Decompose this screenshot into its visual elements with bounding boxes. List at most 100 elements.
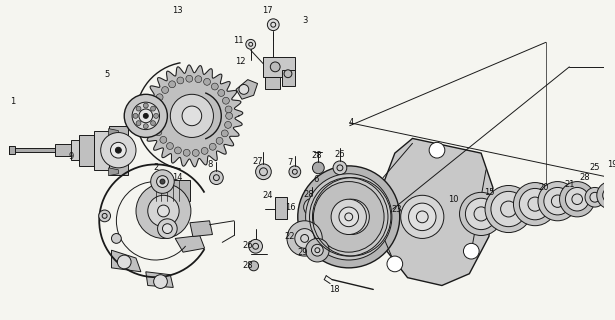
Polygon shape bbox=[55, 144, 71, 156]
Polygon shape bbox=[108, 126, 128, 175]
Circle shape bbox=[464, 243, 479, 259]
Polygon shape bbox=[71, 140, 79, 160]
Circle shape bbox=[298, 166, 400, 268]
Circle shape bbox=[224, 122, 231, 128]
Circle shape bbox=[246, 39, 256, 49]
Polygon shape bbox=[79, 134, 94, 166]
Circle shape bbox=[429, 142, 445, 158]
Circle shape bbox=[154, 275, 167, 288]
Circle shape bbox=[239, 84, 248, 94]
Circle shape bbox=[538, 181, 577, 221]
Text: 28: 28 bbox=[311, 151, 322, 160]
Circle shape bbox=[408, 203, 436, 231]
Text: 17: 17 bbox=[262, 6, 272, 15]
Circle shape bbox=[585, 188, 605, 207]
Circle shape bbox=[544, 188, 571, 215]
Circle shape bbox=[170, 94, 213, 138]
Polygon shape bbox=[276, 197, 287, 219]
Text: 28: 28 bbox=[303, 190, 314, 199]
Circle shape bbox=[314, 181, 384, 252]
Polygon shape bbox=[146, 272, 173, 287]
Circle shape bbox=[306, 174, 392, 260]
Polygon shape bbox=[108, 129, 118, 136]
Text: 14: 14 bbox=[172, 173, 183, 182]
Polygon shape bbox=[327, 183, 345, 206]
Circle shape bbox=[111, 234, 121, 243]
Circle shape bbox=[182, 106, 202, 126]
Circle shape bbox=[466, 198, 497, 230]
Circle shape bbox=[226, 112, 232, 119]
Circle shape bbox=[268, 19, 279, 31]
Circle shape bbox=[284, 70, 292, 78]
Text: 26: 26 bbox=[335, 150, 345, 159]
Circle shape bbox=[160, 179, 165, 184]
Circle shape bbox=[334, 199, 370, 235]
Circle shape bbox=[560, 181, 595, 217]
Text: 25: 25 bbox=[590, 163, 600, 172]
Polygon shape bbox=[346, 180, 359, 200]
Text: 16: 16 bbox=[285, 203, 296, 212]
Text: 19: 19 bbox=[607, 160, 615, 169]
Polygon shape bbox=[190, 221, 212, 236]
Circle shape bbox=[157, 219, 177, 238]
Circle shape bbox=[143, 124, 148, 129]
Text: 6: 6 bbox=[314, 175, 319, 184]
Circle shape bbox=[209, 143, 216, 150]
Circle shape bbox=[116, 147, 121, 153]
Polygon shape bbox=[263, 57, 295, 77]
Polygon shape bbox=[9, 146, 15, 154]
Circle shape bbox=[339, 207, 359, 227]
Text: 22: 22 bbox=[285, 232, 295, 241]
Text: 18: 18 bbox=[329, 285, 339, 294]
Polygon shape bbox=[366, 201, 389, 216]
Circle shape bbox=[186, 75, 192, 82]
Polygon shape bbox=[94, 131, 108, 170]
Text: 2: 2 bbox=[153, 163, 158, 172]
Circle shape bbox=[387, 256, 403, 272]
Circle shape bbox=[221, 130, 228, 137]
Polygon shape bbox=[108, 168, 118, 176]
Text: 5: 5 bbox=[104, 70, 109, 79]
Circle shape bbox=[485, 186, 532, 233]
Text: 29: 29 bbox=[298, 248, 308, 257]
Circle shape bbox=[459, 192, 502, 236]
Circle shape bbox=[151, 106, 156, 111]
Text: 23: 23 bbox=[392, 204, 402, 213]
Circle shape bbox=[152, 120, 159, 127]
Text: 11: 11 bbox=[232, 36, 243, 45]
Text: 7: 7 bbox=[287, 158, 293, 167]
Text: 8: 8 bbox=[208, 160, 213, 169]
Circle shape bbox=[153, 102, 159, 109]
Circle shape bbox=[216, 137, 223, 144]
Circle shape bbox=[133, 113, 138, 118]
Circle shape bbox=[204, 78, 210, 85]
Circle shape bbox=[162, 224, 172, 234]
Text: 13: 13 bbox=[172, 6, 183, 15]
Circle shape bbox=[295, 228, 314, 248]
Circle shape bbox=[156, 94, 163, 101]
Circle shape bbox=[175, 147, 181, 154]
Polygon shape bbox=[325, 228, 346, 249]
Circle shape bbox=[151, 170, 174, 193]
Circle shape bbox=[212, 83, 218, 90]
Circle shape bbox=[401, 195, 444, 238]
Circle shape bbox=[177, 77, 184, 84]
Circle shape bbox=[311, 244, 323, 256]
Circle shape bbox=[223, 97, 229, 104]
Circle shape bbox=[139, 109, 153, 123]
Circle shape bbox=[590, 192, 600, 202]
Circle shape bbox=[143, 103, 148, 108]
Circle shape bbox=[132, 102, 159, 130]
Text: 27: 27 bbox=[252, 157, 263, 166]
Circle shape bbox=[111, 142, 126, 158]
Circle shape bbox=[225, 106, 232, 113]
Circle shape bbox=[331, 199, 367, 235]
Circle shape bbox=[136, 106, 141, 111]
Circle shape bbox=[154, 113, 159, 118]
Circle shape bbox=[603, 188, 615, 203]
Circle shape bbox=[143, 113, 148, 118]
Polygon shape bbox=[108, 155, 118, 163]
Polygon shape bbox=[315, 218, 338, 232]
Circle shape bbox=[124, 94, 167, 138]
Circle shape bbox=[148, 195, 179, 227]
